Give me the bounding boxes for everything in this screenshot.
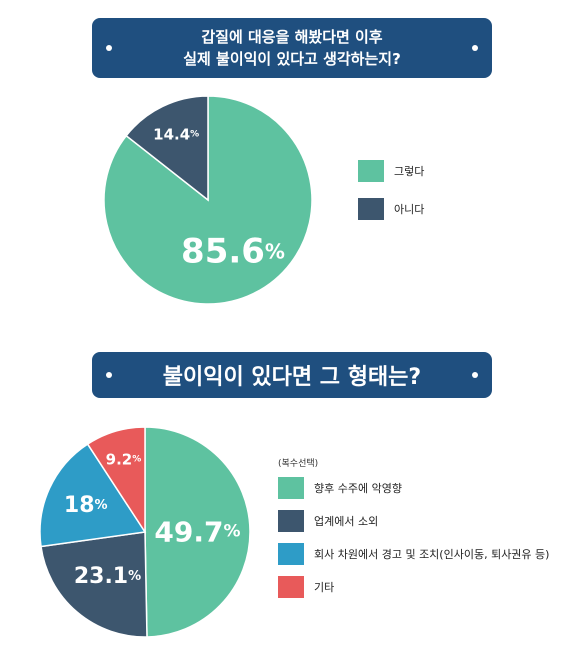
slice-data-label: 18% (64, 493, 108, 518)
legend-label: 기타 (314, 581, 335, 594)
legend-item: 향후 수주에 악영향 (278, 477, 549, 499)
legend-label: 향후 수주에 악영향 (314, 482, 402, 495)
banner-dot-right (472, 372, 478, 378)
chart1-title-banner: 갑질에 대응을 해봤다면 이후 실제 불이익이 있다고 생각하는지? (92, 18, 492, 78)
legend-label: 그렇다 (394, 165, 425, 178)
slice-data-label: 85.6% (181, 231, 285, 271)
chart2-legend: (복수선택) 향후 수주에 악영향 업계에서 소외 회사 차원에서 경고 및 조… (278, 456, 549, 609)
legend-item: 아니다 (358, 198, 424, 220)
legend-swatch (358, 198, 384, 220)
legend-swatch (278, 543, 304, 565)
legend-item: 업계에서 소외 (278, 510, 549, 532)
chart2-title: 불이익이 있다면 그 형태는? (162, 365, 422, 390)
pie-slice (103, 95, 313, 305)
slice-data-label: 23.1% (74, 563, 141, 588)
legend-item: 그렇다 (358, 160, 424, 182)
chart2-title-banner: 불이익이 있다면 그 형태는? (92, 352, 492, 398)
legend-swatch (358, 160, 384, 182)
banner-dot-left (106, 372, 112, 378)
legend-swatch (278, 510, 304, 532)
legend-swatch (278, 576, 304, 598)
slice-data-label: 9.2% (106, 451, 142, 469)
chart1-legend: 그렇다 아니다 (358, 160, 424, 236)
legend-label: 업계에서 소외 (314, 515, 379, 528)
pie-slice (125, 95, 209, 202)
legend-item: 회사 차원에서 경고 및 조치(인사이동, 퇴사권유 등) (278, 543, 549, 565)
banner-dot-left (106, 45, 112, 51)
chart1-title: 갑질에 대응을 해봤다면 이후 실제 불이익이 있다고 생각하는지? (183, 28, 401, 68)
pie-slice (39, 443, 147, 548)
legend-item: 기타 (278, 576, 549, 598)
legend-label: 회사 차원에서 경고 및 조치(인사이동, 퇴사권유 등) (314, 548, 550, 561)
slice-data-label: 14.4% (153, 126, 199, 144)
pie-slice (40, 531, 148, 638)
banner-dot-right (472, 45, 478, 51)
slice-data-label: 49.7% (154, 515, 240, 548)
legend-note: (복수선택) (278, 459, 319, 469)
pie-slice (86, 426, 146, 535)
legend-swatch (278, 477, 304, 499)
legend-label: 아니다 (394, 203, 425, 216)
pie-slice (144, 426, 251, 638)
